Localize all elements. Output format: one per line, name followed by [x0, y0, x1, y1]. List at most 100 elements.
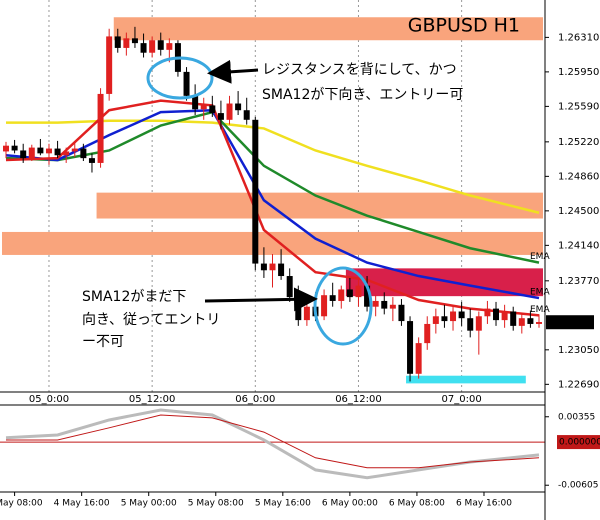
y-tick-label: 1.23770: [558, 276, 599, 287]
x-tick-label: 4 May 16:00: [54, 499, 110, 509]
candle-body: [389, 304, 396, 309]
candle-body: [45, 148, 52, 154]
candle-body: [458, 311, 465, 319]
x-tick-label: 07_0:00: [442, 394, 482, 405]
candle-body: [286, 276, 293, 298]
candle-body: [97, 93, 104, 163]
x-tick-label: 5 May 16:00: [255, 499, 311, 509]
candle-body: [415, 343, 422, 374]
candle-body: [63, 151, 70, 156]
zone: [2, 231, 543, 255]
line-tag: EMA: [530, 305, 550, 315]
x-tick-label: 06_12:00: [335, 394, 382, 405]
candle-body: [501, 311, 508, 321]
candle-body: [88, 158, 95, 163]
candle-body: [329, 295, 336, 301]
candle-body: [157, 40, 164, 50]
annotation-text: レジスタンスを背にして、かつ: [262, 62, 457, 78]
candle-body: [71, 148, 78, 152]
candle-body: [114, 36, 121, 48]
candle-body: [217, 113, 224, 120]
candle-body: [11, 145, 18, 151]
candle-body: [54, 148, 61, 156]
zero-box: [557, 435, 600, 450]
oscillator-line: [5, 408, 540, 480]
candle-body: [518, 318, 525, 326]
candle-body: [123, 38, 130, 48]
candle-body: [252, 119, 259, 264]
candle-body: [364, 285, 371, 307]
x-tick-label: 6 May 00:00: [322, 499, 378, 509]
candle-body: [200, 105, 207, 110]
x-tick-label: 6 May 08:00: [389, 499, 445, 509]
price-label: 1.23338: [549, 317, 590, 328]
oscillator-panel: [0, 408, 545, 480]
candle-body: [106, 36, 113, 94]
candle-body: [381, 300, 388, 309]
price-box: [546, 315, 594, 330]
annotation-text: ー不可: [82, 334, 124, 350]
zone: [406, 375, 526, 384]
candle-body: [527, 318, 534, 324]
main-panel: [2, 0, 544, 392]
candle-body: [209, 105, 216, 114]
candle-body: [260, 263, 267, 271]
candle-body: [131, 38, 138, 44]
x-tick-label: 06_0:00: [235, 394, 275, 405]
candle-body: [467, 318, 474, 331]
candle-body: [235, 103, 242, 111]
candle-body: [149, 40, 156, 53]
y-tick-label: 1.24500: [558, 206, 599, 217]
y-tick-label: 0.00355: [558, 412, 595, 422]
candle-body: [37, 147, 44, 154]
line-tag: EMA: [530, 288, 550, 298]
candle-body: [192, 95, 199, 110]
line-tag: EMA: [530, 252, 550, 262]
candle-body: [432, 316, 439, 324]
x-tick-label: 5 May 08:00: [188, 499, 244, 509]
candle-body: [510, 311, 517, 326]
zone: [345, 268, 543, 297]
y-tick-label: 1.24140: [558, 240, 599, 251]
x-tick-label: 5 May 00:00: [121, 499, 177, 509]
candle-body: [484, 308, 491, 317]
candle-body: [243, 110, 250, 120]
candle-body: [140, 43, 147, 53]
candle-body: [28, 147, 35, 159]
y-tick-label: 0.000000: [559, 438, 600, 448]
axes: 05_0:00 05_12:00 06_0:00 06_12:00 07_0:00 1.2…: [0, 32, 600, 509]
candle-body: [226, 103, 233, 120]
annotation-text: SMA12が下向き、エントリー可: [262, 87, 463, 103]
candle-body: [166, 43, 173, 50]
candle-body: [493, 308, 500, 321]
y-tick-label: 1.25590: [558, 101, 599, 112]
indicator-line: [5, 99, 540, 317]
candle-body: [441, 316, 448, 322]
candle-body: [269, 263, 276, 271]
y-tick-label: 1.26310: [558, 32, 599, 43]
oscillator-line: [6, 414, 540, 469]
candle-body: [475, 316, 482, 331]
candle-body: [338, 289, 345, 301]
x-tick-label: 05_0:00: [29, 394, 69, 405]
candle-body: [346, 289, 353, 298]
chart-title: GBPUSD H1: [408, 15, 520, 37]
candle-body: [450, 311, 457, 322]
candle-body: [536, 322, 542, 324]
x-tick-label: 05_12:00: [129, 394, 176, 405]
candle-body: [20, 150, 27, 159]
annotation-text: SMA12がまだ下: [82, 289, 186, 305]
candle-body: [183, 71, 190, 96]
zone: [113, 17, 544, 41]
indicator-line: [6, 119, 540, 214]
candle-body: [398, 304, 405, 322]
y-tick-label: 1.23050: [558, 345, 599, 356]
y-tick-label: 1.22690: [558, 379, 599, 390]
y-tick-label: 1.25950: [558, 67, 599, 78]
arrow: [207, 59, 259, 84]
candle-body: [303, 306, 310, 321]
y-tick-label: -0.00605: [558, 481, 598, 491]
arrow: [204, 287, 318, 312]
candle-body: [372, 300, 379, 307]
